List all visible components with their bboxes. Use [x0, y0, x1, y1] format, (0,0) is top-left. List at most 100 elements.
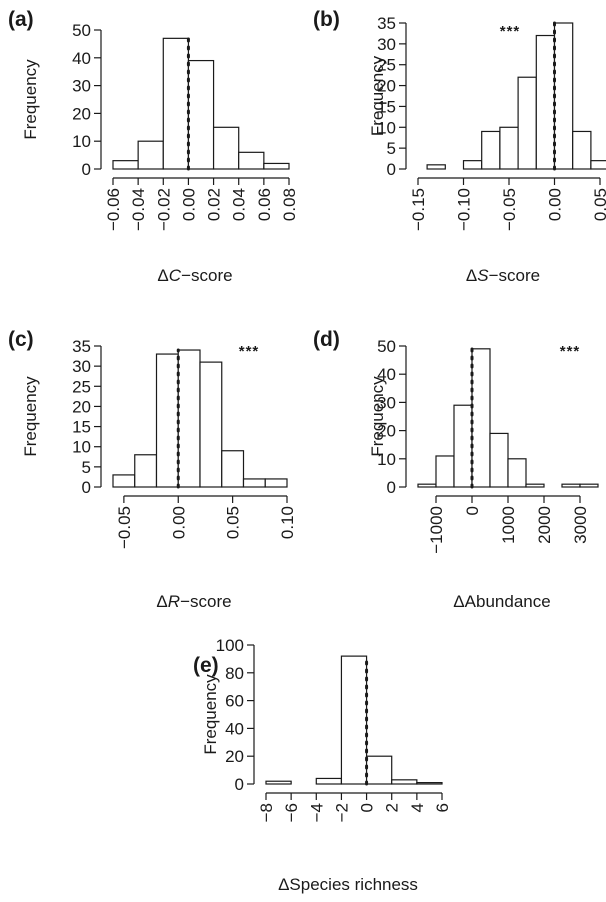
x-tick-label: 1000: [499, 506, 518, 544]
bar: [561, 483, 581, 488]
x-tick-label: 0: [358, 803, 377, 812]
y-tick-label: 15: [72, 418, 91, 437]
significance-annotation: ***: [239, 343, 260, 360]
x-axis-label: ΔC−score: [157, 266, 232, 285]
x-tick-label: −0.10: [455, 188, 474, 231]
bar: [162, 37, 190, 170]
x-tick-label: 6: [433, 803, 452, 812]
panel-label: (b): [313, 8, 340, 31]
x-tick-label: 4: [408, 803, 427, 812]
bar: [315, 777, 343, 785]
bar: [112, 160, 139, 170]
bar: [199, 361, 223, 488]
y-tick-label: 20: [377, 77, 396, 96]
y-tick-label: 0: [82, 478, 91, 497]
bar: [507, 458, 527, 488]
x-tick-label: 0.00: [169, 506, 188, 539]
bar: [572, 130, 592, 170]
bar: [238, 151, 265, 170]
bar: [417, 483, 437, 488]
x-axis-label-suffix: −score: [181, 266, 233, 285]
y-tick-label: 10: [377, 450, 396, 469]
y-tick-label: 15: [377, 97, 396, 116]
x-tick-label: 0.08: [280, 188, 299, 221]
bar: [265, 780, 292, 785]
bar: [340, 655, 368, 785]
bar: [155, 353, 179, 488]
x-tick-label: −0.05: [115, 506, 134, 549]
bar: [221, 450, 245, 488]
x-tick-label: −8: [257, 803, 276, 822]
panel-label: (a): [8, 8, 34, 31]
x-tick-label: 3000: [571, 506, 590, 544]
y-tick-label: 60: [225, 692, 244, 711]
x-tick-label: 0.05: [224, 506, 243, 539]
y-tick-label: 30: [377, 35, 396, 54]
y-tick-label: 0: [387, 478, 396, 497]
x-axis-label: ΔS−score: [466, 266, 540, 285]
panel-label: (d): [313, 328, 340, 351]
bar: [517, 76, 537, 170]
y-tick-label: 50: [377, 337, 396, 356]
x-axis-label-delta: Δ: [278, 875, 289, 894]
x-axis-label: ΔR−score: [156, 592, 231, 611]
y-tick-label: 40: [225, 719, 244, 738]
y-tick-label: 35: [72, 337, 91, 356]
x-tick-label: −4: [307, 803, 326, 822]
x-tick-label: 0.06: [255, 188, 274, 221]
y-tick-label: 10: [377, 118, 396, 137]
panel-label: (e): [193, 654, 219, 677]
bar: [212, 126, 240, 170]
x-tick-label: −2: [332, 803, 351, 822]
x-tick-label: 0: [463, 506, 482, 515]
x-axis-label-suffix: −score: [489, 266, 541, 285]
x-tick-label: 0.04: [230, 188, 249, 221]
x-axis-label-variable: R: [168, 592, 180, 611]
x-tick-label: −6: [282, 803, 301, 822]
x-tick-label: −0.02: [154, 188, 173, 231]
y-tick-label: 35: [377, 14, 396, 33]
x-axis-label-suffix: Abundance: [465, 592, 551, 611]
x-tick-label: 2: [383, 803, 402, 812]
bar: [264, 478, 288, 488]
x-tick-label: −0.04: [129, 188, 148, 231]
panel-label: (c): [8, 328, 34, 351]
x-axis-label-variable: C: [169, 266, 182, 285]
x-axis-label: ΔSpecies richness: [278, 875, 418, 894]
x-tick-label: 2000: [535, 506, 554, 544]
bar: [453, 404, 473, 488]
bar: [590, 160, 606, 170]
y-tick-label: 0: [235, 775, 244, 794]
bar: [435, 455, 455, 488]
bar: [553, 22, 574, 170]
bar: [137, 140, 164, 170]
x-tick-label: 0.05: [591, 188, 606, 221]
x-tick-label: −0.15: [409, 188, 428, 231]
y-axis-label: Frequency: [368, 376, 387, 457]
bar: [187, 59, 215, 170]
bar: [416, 782, 443, 785]
y-tick-label: 0: [387, 160, 396, 179]
y-tick-label: 10: [72, 438, 91, 457]
x-axis-label-delta: Δ: [157, 266, 168, 285]
y-tick-label: 30: [377, 393, 396, 412]
x-axis-label-delta: Δ: [453, 592, 464, 611]
bar: [535, 34, 556, 170]
y-axis-label: Frequency: [368, 55, 387, 136]
y-tick-label: 25: [377, 56, 396, 75]
y-tick-label: 10: [72, 132, 91, 151]
y-tick-label: 80: [225, 664, 244, 683]
y-tick-label: 5: [387, 139, 396, 158]
x-axis-label-delta: Δ: [466, 266, 477, 285]
bar: [525, 483, 545, 488]
x-tick-label: −0.05: [500, 188, 519, 231]
bar: [462, 160, 483, 170]
panel-a: 0 10 20 30 40 50 −0.06 −0.04 −0.02 0.00 0.02 0.04 0.…: [8, 8, 299, 285]
y-tick-label: 0: [82, 160, 91, 179]
y-tick-label: 30: [72, 77, 91, 96]
bar: [177, 349, 201, 488]
y-tick-label: 5: [82, 458, 91, 477]
